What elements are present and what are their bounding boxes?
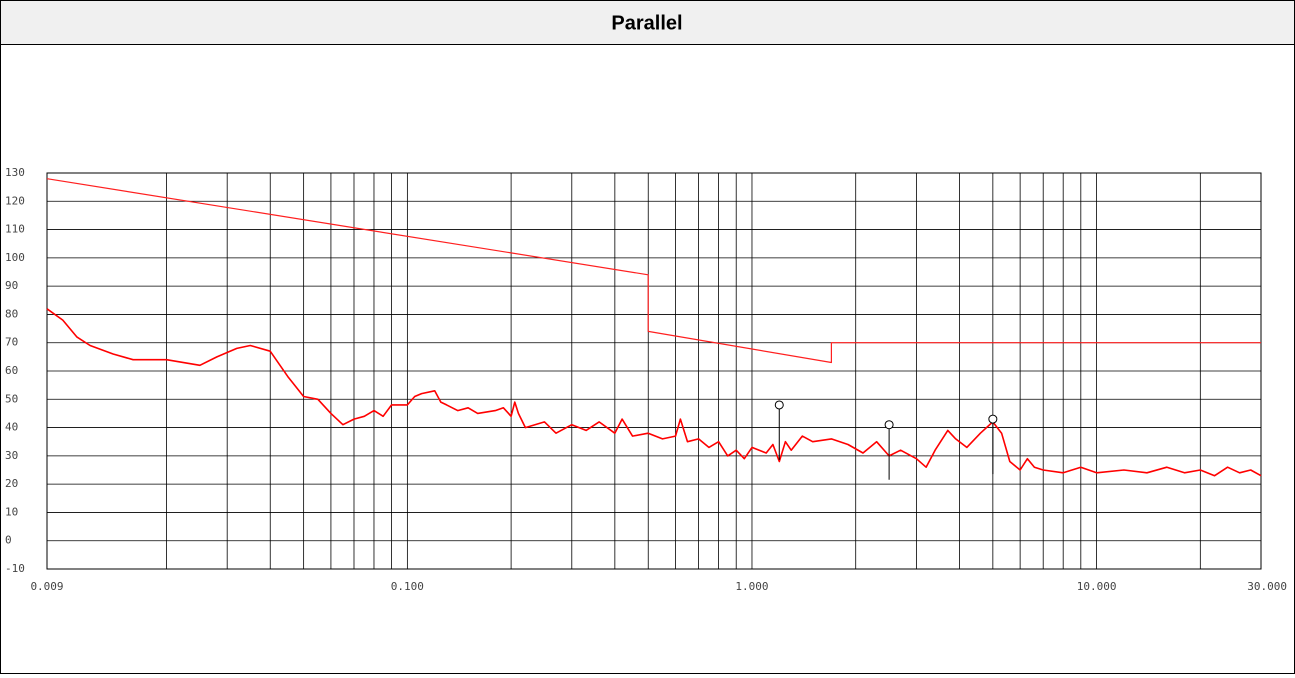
y-tick-label: 20 (5, 477, 18, 490)
header (0, 0, 1295, 45)
y-tick-label: 50 (5, 392, 18, 405)
peak-marker (774, 400, 784, 410)
x-tick-label: 0.009 (30, 580, 63, 593)
x-tick-label: 10.000 (1077, 580, 1117, 593)
y-tick-label: 90 (5, 279, 18, 292)
chart-title: Parallel (611, 12, 682, 34)
y-tick-label: 10 (5, 505, 18, 518)
y-tick-label: 100 (5, 251, 25, 264)
y-tick-label: 110 (5, 223, 25, 236)
y-tick-label: 40 (5, 421, 18, 434)
y-tick-label: 130 (5, 166, 25, 179)
y-tick-label: -10 (5, 562, 25, 575)
series-line (46, 308, 1262, 477)
y-tick-label: 80 (5, 307, 18, 320)
peak-marker (988, 414, 998, 424)
y-tick-label: 30 (5, 449, 18, 462)
y-tick-label: 120 (5, 194, 25, 207)
series-line (46, 178, 1261, 364)
peak-marker (884, 420, 894, 430)
x-tick-label: 30.000 (1247, 580, 1287, 593)
y-tick-label: 60 (5, 364, 18, 377)
x-tick-label: 0.100 (391, 580, 424, 593)
x-tick-label: 1.000 (735, 580, 768, 593)
y-tick-label: 0 (5, 534, 12, 547)
y-tick-label: 70 (5, 336, 18, 349)
